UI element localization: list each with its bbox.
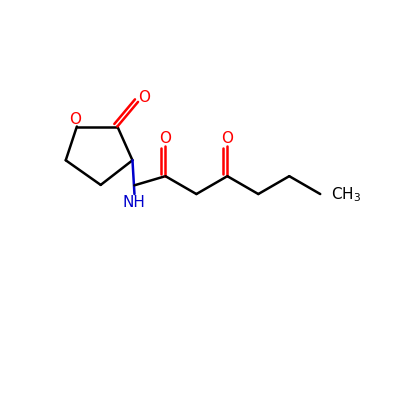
- Text: O: O: [221, 131, 233, 146]
- Text: O: O: [138, 90, 150, 106]
- Text: CH$_3$: CH$_3$: [331, 186, 362, 204]
- Text: O: O: [160, 131, 172, 146]
- Text: O: O: [69, 112, 81, 127]
- Text: NH: NH: [122, 195, 145, 210]
